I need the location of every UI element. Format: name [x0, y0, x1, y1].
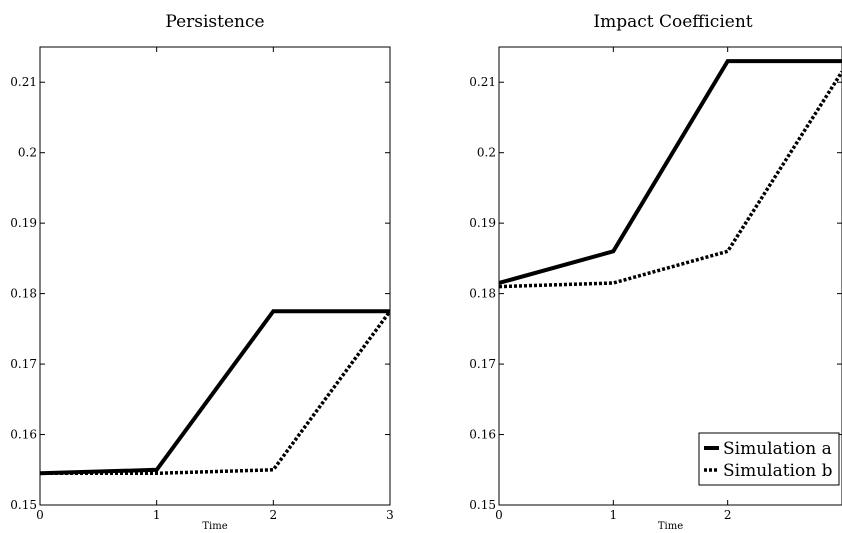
y-tick-label: 0.16	[10, 428, 37, 442]
series-line-1	[499, 59, 842, 285]
chart-panel-2: Impact Coefficient 0.15 0.16 0.17 0.18 0.19 0.…	[469, 12, 842, 532]
y-tick-label: 0.2	[477, 146, 496, 160]
y-tick-label: 0.21	[469, 75, 496, 89]
y-tick-label: 0.15	[469, 498, 496, 512]
y-tick-label: 0.2	[18, 146, 37, 160]
chart-title: Impact Coefficient	[593, 12, 752, 32]
series-line-2	[499, 70, 842, 289]
y-tick-label: 0.19	[10, 216, 37, 230]
series-line-1	[40, 309, 390, 476]
y-tick-label: 0.18	[469, 287, 496, 301]
y-tick-label: 0.18	[10, 287, 37, 301]
y-tick-label: 0.17	[469, 357, 496, 371]
chart-title: Persistence	[165, 12, 264, 32]
y-tick-label: 0.21	[10, 75, 37, 89]
x-tick-label: 1	[610, 508, 618, 522]
x-tick-label: 2	[270, 508, 278, 522]
x-tick-label: 1	[153, 508, 161, 522]
legend-label: Simulation a	[723, 439, 832, 459]
series-line-2	[40, 310, 390, 476]
y-tick-label: 0.16	[469, 428, 496, 442]
y-tick-label: 0.19	[469, 216, 496, 230]
chart-panel-1: Persistence 0.15 0.16 0.17 0.18 0.19 0.2 0.21 0 1…	[10, 12, 394, 532]
x-tick-label: 0	[495, 508, 503, 522]
y-tick-label: 0.17	[10, 357, 37, 371]
x-tick-label: 2	[724, 508, 732, 522]
x-axis-label: Time	[658, 521, 683, 532]
x-tick-label: 0	[36, 508, 44, 522]
plot-frame	[498, 46, 842, 506]
y-tick-label: 0.15	[10, 498, 37, 512]
x-tick-label: 3	[386, 508, 394, 522]
x-axis-label: Time	[202, 521, 227, 532]
plot-frame	[39, 46, 391, 506]
legend-label: Simulation b	[723, 461, 833, 481]
legend-box	[698, 432, 840, 486]
